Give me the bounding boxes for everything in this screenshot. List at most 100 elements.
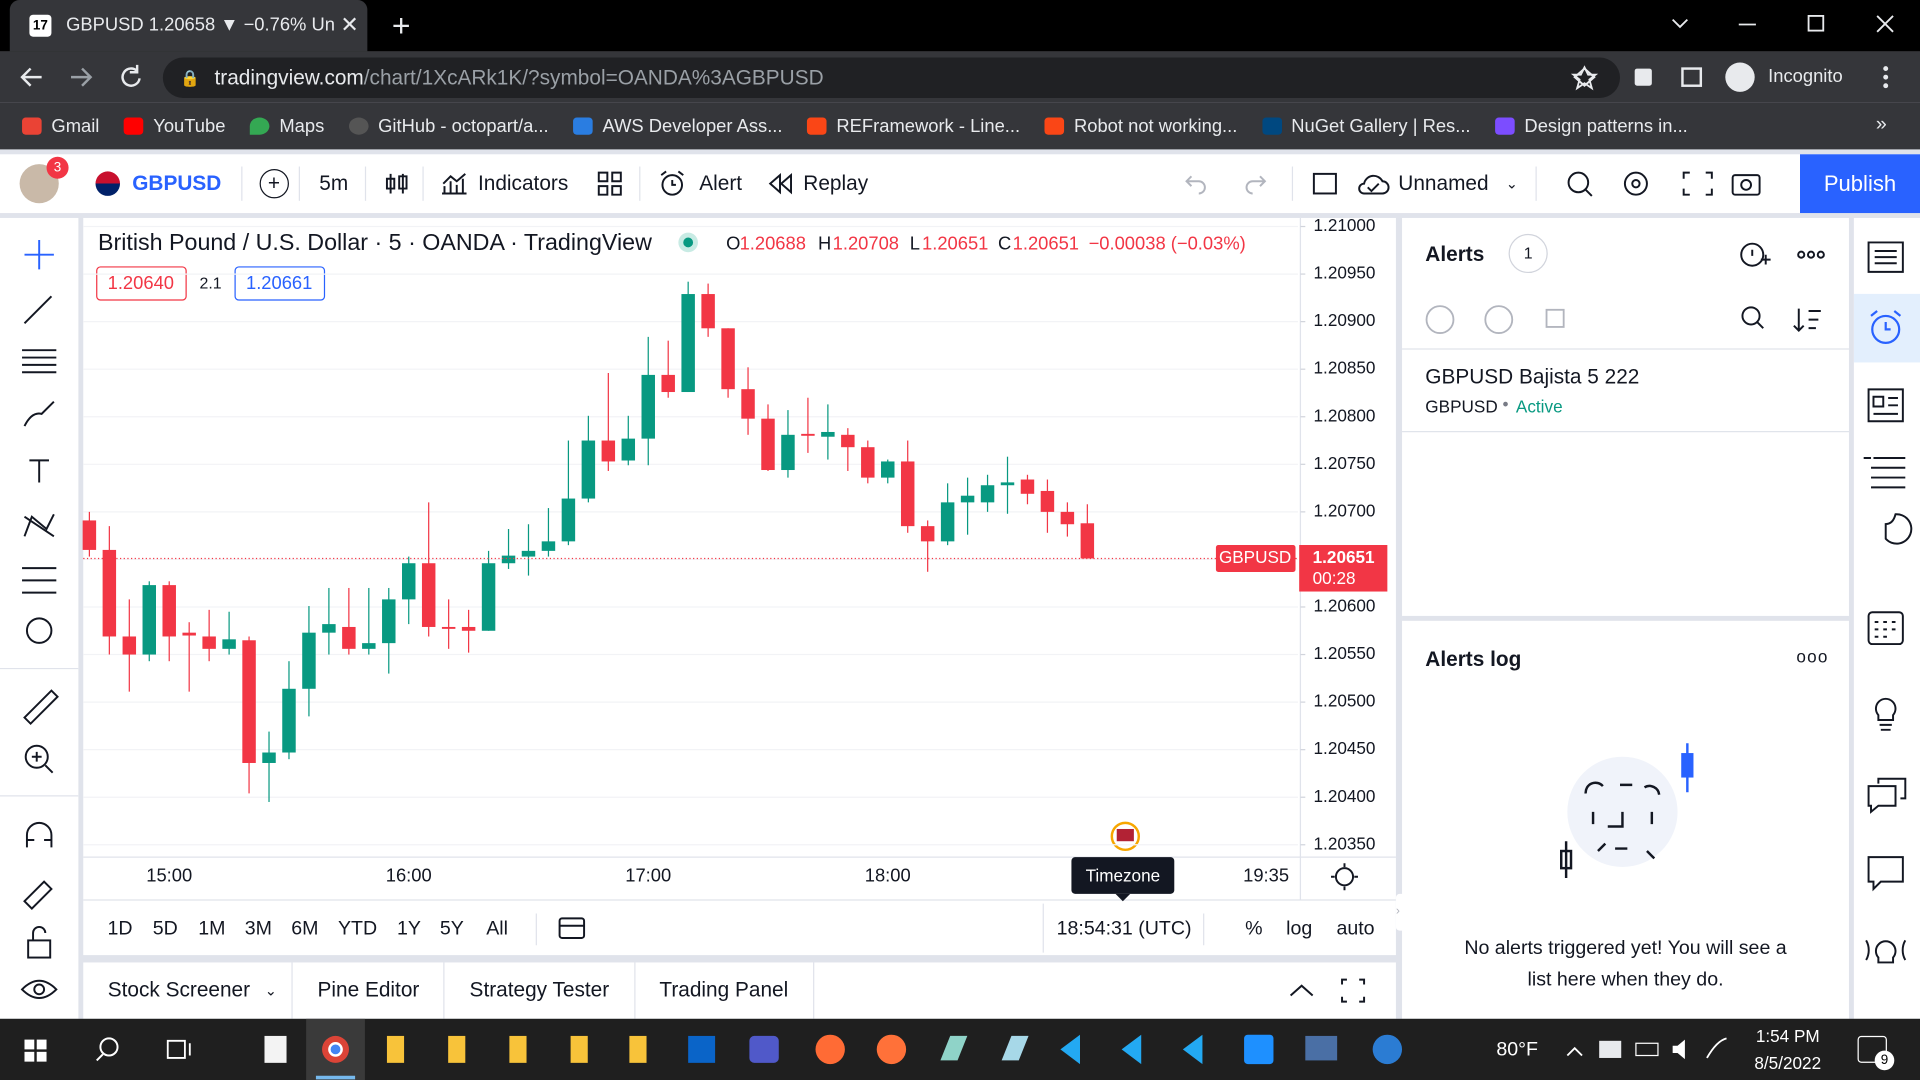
- bookmark[interactable]: YouTube: [123, 116, 225, 137]
- stop-all[interactable]: [1484, 305, 1514, 334]
- bottom-tab[interactable]: Pine Editor: [317, 978, 420, 1002]
- bottom-tab[interactable]: Strategy Tester: [469, 978, 610, 1002]
- bottom-tab[interactable]: Stock Screener: [107, 978, 251, 1002]
- lock-drawings[interactable]: [23, 880, 53, 910]
- icon-tool[interactable]: [25, 617, 53, 644]
- range-button[interactable]: 3M: [245, 918, 272, 940]
- camera-blocked[interactable]: [1573, 67, 1596, 88]
- back-button[interactable]: [20, 67, 42, 87]
- ruler-tool[interactable]: [23, 689, 59, 726]
- bookmark[interactable]: NuGet Gallery | Res...: [1261, 116, 1471, 137]
- alerts-menu[interactable]: [1797, 250, 1825, 259]
- lock-tool[interactable]: [27, 925, 52, 959]
- search-button[interactable]: [96, 1037, 119, 1062]
- side-panel[interactable]: [1681, 67, 1703, 87]
- firefox-icon[interactable]: [876, 1034, 907, 1065]
- clock-time[interactable]: 1:54 PM: [1755, 1026, 1820, 1046]
- copy-alert[interactable]: [1545, 308, 1565, 328]
- collapse-handle[interactable]: ›: [1395, 893, 1406, 931]
- range-button[interactable]: 1D: [107, 918, 132, 940]
- text-tool[interactable]: [29, 459, 49, 483]
- watchlist-button[interactable]: [1867, 241, 1904, 273]
- app-icon[interactable]: [1001, 1035, 1029, 1061]
- alerts-widget-button[interactable]: [1870, 310, 1902, 344]
- bookmark-star[interactable]: [1570, 65, 1599, 91]
- tab-search[interactable]: [1672, 18, 1688, 29]
- battery-icon[interactable]: [1635, 1042, 1659, 1057]
- start-all[interactable]: [1425, 305, 1455, 334]
- maximize-panel[interactable]: [1289, 984, 1314, 997]
- search-alerts[interactable]: [1741, 306, 1764, 329]
- tray-icon[interactable]: [1599, 1040, 1622, 1058]
- magnet-tool[interactable]: [25, 821, 53, 848]
- fib-tool[interactable]: [22, 349, 57, 374]
- add-alert[interactable]: [1740, 242, 1771, 267]
- range-button[interactable]: 5D: [153, 918, 178, 940]
- ideas-button[interactable]: [1874, 697, 1897, 731]
- goto-date[interactable]: [558, 917, 586, 939]
- weather-temp[interactable]: 80°F: [1496, 1039, 1538, 1061]
- undo-button[interactable]: [1185, 175, 1206, 195]
- settings-button[interactable]: [1623, 171, 1648, 196]
- help-icon[interactable]: [1372, 1034, 1403, 1065]
- log-toggle[interactable]: log: [1286, 918, 1312, 940]
- profile-label[interactable]: Incognito: [1768, 66, 1843, 87]
- crosshair-tool[interactable]: [24, 239, 54, 270]
- browser-tab[interactable]: 17 GBPUSD 1.20658 ▼ −0.76% Unn ✕: [9, 0, 368, 52]
- calendar-button[interactable]: [1867, 611, 1904, 646]
- postman-icon[interactable]: [815, 1034, 845, 1065]
- search-button[interactable]: [1567, 171, 1593, 197]
- axis-settings[interactable]: [1331, 863, 1358, 891]
- range-button[interactable]: 1M: [198, 918, 225, 940]
- hotlist-button[interactable]: [1863, 456, 1906, 489]
- new-tab[interactable]: +: [391, 7, 411, 45]
- bookmark[interactable]: REFramework - Line...: [806, 116, 1020, 137]
- prediction-tool[interactable]: [22, 567, 57, 594]
- tab-close[interactable]: ✕: [340, 12, 359, 37]
- task-view[interactable]: [166, 1039, 191, 1059]
- restore[interactable]: [1807, 15, 1825, 32]
- expand-panel[interactable]: [1341, 978, 1366, 1003]
- more-bookmarks[interactable]: »: [1875, 113, 1887, 135]
- outlook-icon[interactable]: [688, 1035, 716, 1063]
- folder-icons[interactable]: [386, 1035, 647, 1063]
- replay-button[interactable]: Replay: [803, 171, 869, 195]
- address-bar[interactable]: 🔒 tradingview.com/chart/1XcARk1K/?symbol…: [162, 57, 1620, 98]
- layout-name[interactable]: Unnamed: [1398, 171, 1489, 195]
- redo-button[interactable]: [1245, 175, 1267, 195]
- layout-menu[interactable]: ⌄: [1505, 175, 1519, 193]
- wifi-icon[interactable]: [1706, 1037, 1727, 1059]
- avatar[interactable]: 3: [19, 156, 69, 204]
- reload-button[interactable]: [121, 64, 141, 87]
- close-window[interactable]: [1876, 15, 1894, 33]
- start-button[interactable]: [24, 1039, 47, 1062]
- tray-overflow[interactable]: [1566, 1046, 1583, 1057]
- buy-button[interactable]: [234, 266, 326, 301]
- pattern-tool[interactable]: [23, 513, 55, 538]
- chats-button[interactable]: [1867, 777, 1907, 814]
- sell-button[interactable]: [96, 266, 187, 301]
- fullscreen-layout-button[interactable]: [1310, 169, 1339, 198]
- bottom-tab[interactable]: Trading Panel: [659, 978, 789, 1002]
- log-menu[interactable]: ooo: [1796, 646, 1829, 667]
- percent-toggle[interactable]: %: [1245, 918, 1262, 940]
- news-button[interactable]: [1867, 388, 1904, 423]
- app-icon[interactable]: [264, 1035, 287, 1063]
- notifications-button[interactable]: [1857, 1035, 1887, 1063]
- range-button[interactable]: 6M: [291, 918, 318, 940]
- menu[interactable]: [1883, 66, 1889, 72]
- forward-button[interactable]: [71, 67, 93, 87]
- range-button[interactable]: All: [486, 918, 508, 940]
- clock-date[interactable]: 8/5/2022: [1754, 1053, 1822, 1073]
- dropdown[interactable]: ⌄: [264, 982, 278, 1000]
- vscode-icons[interactable]: [1060, 1034, 1203, 1065]
- app-icon[interactable]: [1244, 1034, 1274, 1065]
- bookmark[interactable]: Design patterns in...: [1495, 116, 1688, 137]
- app-icon[interactable]: [940, 1035, 968, 1061]
- bookmark[interactable]: Maps: [249, 116, 324, 137]
- auto-toggle[interactable]: auto: [1336, 918, 1374, 940]
- clock[interactable]: 18:54:31 (UTC): [1057, 918, 1192, 940]
- compare-button[interactable]: +: [259, 168, 289, 199]
- symbol-search[interactable]: GBPUSD: [132, 171, 222, 195]
- range-button[interactable]: 5Y: [440, 918, 464, 940]
